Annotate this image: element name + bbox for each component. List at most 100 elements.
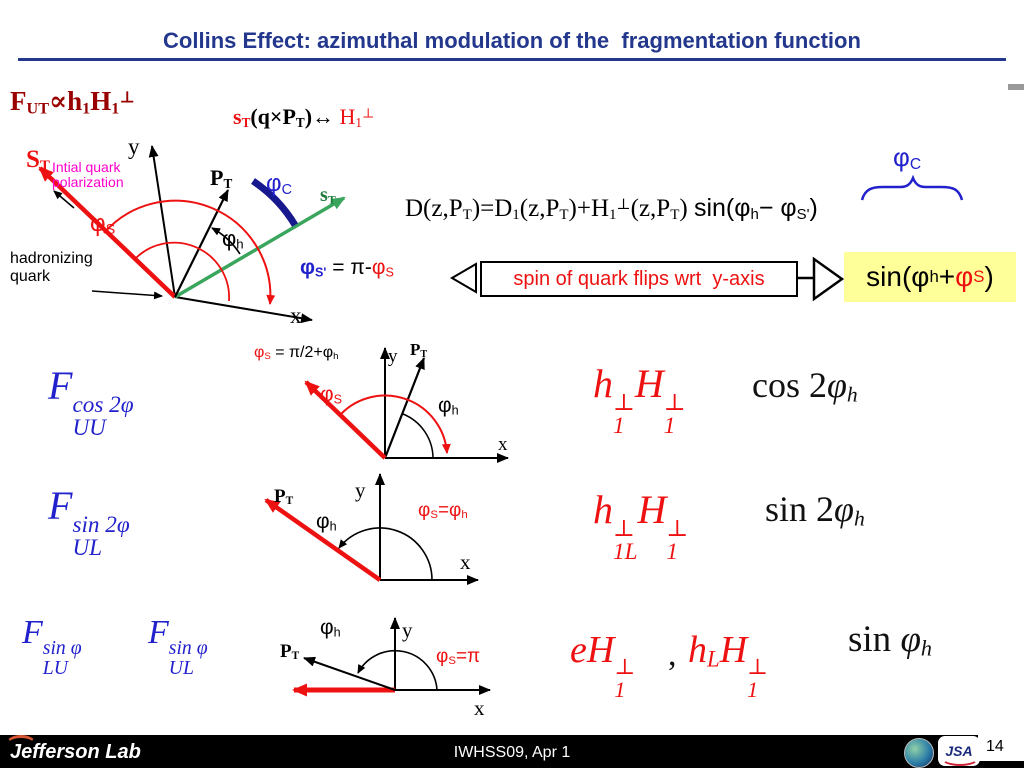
formula-token: h [846,382,858,407]
main-x-label: x [290,303,302,328]
formula-token: cos 2φ UU [72,391,134,442]
formula-token: H [586,629,615,671]
formula-token: h [853,506,865,531]
formula-token: T [223,175,233,191]
formula-token: h [461,509,468,522]
formula-token: = [437,500,450,521]
left-triangle-arrow [450,262,477,294]
formula-token: h [67,86,83,116]
formula-token: ∝ [49,86,68,116]
formula-token: (z,P [630,195,671,222]
formula-token: sin φ LU [42,636,82,679]
formula-token: T [291,650,300,663]
label-phi-C: φC [266,170,292,198]
formula-token: φ [320,616,334,639]
formula-token: 1 [111,99,120,118]
formula-token: φ [955,261,974,292]
formula-token: F [48,483,73,528]
formula-token: + [938,261,956,292]
brace-path [860,174,964,201]
formula-token: T [670,207,680,224]
row2-PT-label: PT [274,486,293,508]
formula-token: φ [827,365,847,405]
slide-title: Collins Effect: azimuthal modulation of … [163,28,861,53]
hadronizing-pointer [91,290,163,300]
formula-token: 1 [609,207,617,224]
row3-phi-s-equation: φS=π [436,646,480,668]
formula-token: F [48,363,73,408]
formula-token: F [10,86,27,116]
formula-token: S [430,509,438,522]
formula-token: H [634,361,664,406]
formula-token: S [448,655,456,668]
formula-token: φ [266,170,282,197]
formula-token: ⊥ 1 [666,515,689,566]
formula-token: φ [90,210,106,237]
row1-phi-S-label: φS [320,383,342,407]
formula-token: S [973,267,985,286]
phi-s-arc-inner [133,241,230,302]
formula-token: T [241,114,251,130]
formula-token: T [420,348,428,360]
formula-token: ) [984,261,994,292]
sT-green-arrow [174,196,346,299]
fragmentation-equation: D(z,PT)=D1(z,PT)+H1⊥(z,PT) sin(φh− φS') [405,194,818,224]
label-sT-green: sT [320,184,336,208]
formula-eH1perp: eH ⊥ 1 [570,628,635,701]
row2-x-label: x [460,550,471,574]
formula-token: φ [222,226,237,251]
formula-token: sin 2φ UL [72,511,130,562]
right-triangle-arrow [812,256,845,302]
formula-token: S [26,146,40,173]
formula-token: 1 [512,207,520,224]
label-phi-S: φS [90,210,115,238]
formula-token: C [909,156,922,174]
formula-token: H [339,104,356,129]
row3-phi-h-label: φh [320,616,341,640]
formula-token: h [593,487,613,532]
formula-token: P [274,486,286,507]
formula-token: ⊥ 1 [747,654,768,702]
formula-hL-H1perp: hLH ⊥ 1 [688,628,768,701]
formula-token: h [451,403,459,418]
polarization-pointer [53,190,75,209]
formula-token: h [750,206,759,224]
formula-token: F [148,614,169,651]
main-y-label: y [128,134,140,159]
row3-x-label: x [474,696,485,720]
row2-phi-s-equation: φS=φh [418,500,468,522]
formula-fut: FUT∝h1H1⊥ [10,86,135,118]
page-number-corner [978,735,1024,761]
formula-token: φ [316,510,330,533]
row1-phi-h-arc [402,413,434,459]
formula-token: φ [449,500,462,521]
formula-token: ⊥ 1 [614,654,636,702]
formula-token: H [90,86,112,116]
formula-token: cos 2 [752,365,827,405]
formula-token: φ [834,489,854,529]
formula-token: φ [418,500,431,521]
formula-cos2phih: cos 2φh [752,364,858,408]
formula-token: H [719,629,748,671]
formula-token: F [22,614,43,651]
formula-token: h [236,236,244,252]
formula-token: T [295,114,305,130]
formula-token: φ [300,256,316,279]
note-hadronizing-quark: hadronizing quark [10,250,93,286]
formula-token: L [707,646,720,672]
formula-token: P [410,340,421,359]
formula-token: h [688,629,707,671]
formula-token: s [320,184,328,206]
label-phi-C-top: φC [893,142,921,174]
title-rule [18,58,1006,61]
jsa-logo-text: JSA [945,743,973,759]
formula-token: e [570,629,587,671]
formula-st-relation: sT(q×PT)↔ H1⊥ [233,104,374,131]
row1-PT-label: PT [410,340,427,360]
formula-token: ⊥ [119,88,135,107]
formula-token: h [329,519,337,534]
row1-y-label: y [388,346,398,367]
